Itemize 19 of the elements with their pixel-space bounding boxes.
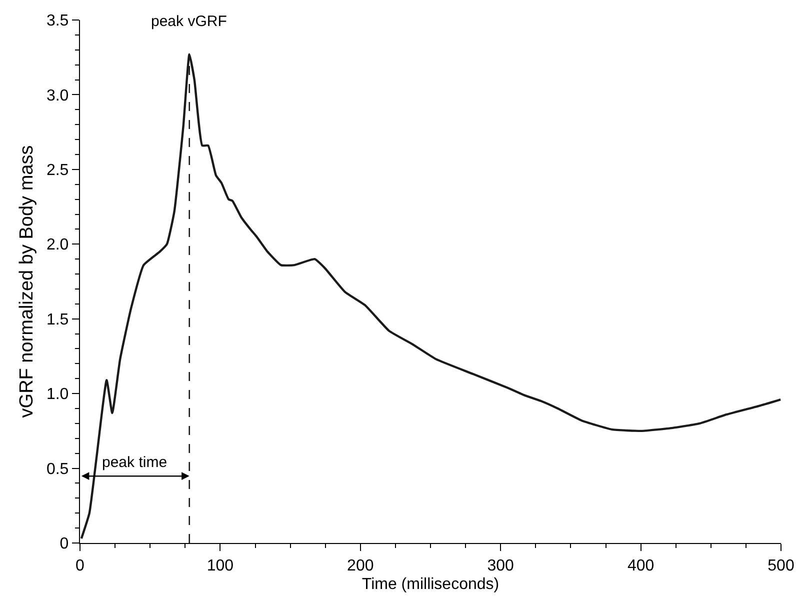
y-tick-label: 1.0 xyxy=(46,386,69,404)
x-tick-label: 100 xyxy=(206,557,234,574)
x-tick-label: 200 xyxy=(347,557,374,574)
line-series xyxy=(80,53,781,540)
annotation: peak time xyxy=(102,454,168,471)
y-axis-title: vGRF normalized by Body mass xyxy=(16,145,38,418)
y-tick-label: 0 xyxy=(60,536,69,553)
x-axis-title: Time (milliseconds) xyxy=(362,576,500,593)
y-tick-label: 3.5 xyxy=(46,12,69,30)
x-tick-label: 0 xyxy=(76,557,85,574)
y-tick-label: 0.5 xyxy=(46,460,69,478)
y-tick-label: 3.0 xyxy=(46,87,69,104)
x-tick-label: 300 xyxy=(487,557,514,574)
x-tick-label: 500 xyxy=(768,557,794,574)
x-tick-label: 400 xyxy=(627,557,654,574)
y-tick-label: 1.5 xyxy=(46,311,69,328)
y-tick-label: 2.0 xyxy=(46,236,69,254)
y-tick-label: 2.5 xyxy=(46,162,69,180)
ref-line-label: peak vGRF xyxy=(151,13,227,30)
